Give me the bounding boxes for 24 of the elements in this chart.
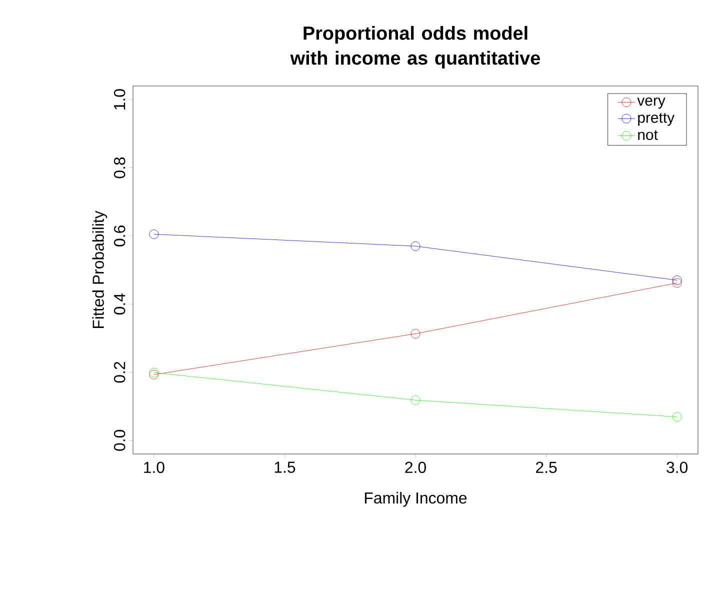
y-tick-label: 1.0	[114, 89, 126, 110]
point	[672, 412, 682, 422]
x-tick-label: 1.5	[274, 462, 296, 473]
y-tick-label: 0.2	[114, 362, 126, 383]
y-tick-label: 0.0	[114, 430, 126, 451]
legend-label: not	[638, 130, 658, 140]
point	[410, 395, 420, 405]
y-tick-label: 0.4	[114, 293, 126, 315]
point	[410, 241, 420, 251]
point	[672, 278, 682, 288]
point	[672, 276, 682, 285]
point	[149, 230, 159, 239]
x-axis-title: Family Income	[364, 492, 467, 507]
x-tick-label: 3.0	[666, 462, 688, 474]
x-tick-label: 2.5	[536, 462, 557, 474]
x-tick-label: 2.0	[405, 462, 426, 474]
y-tick-label: 0.6	[114, 226, 126, 246]
y-tick-label: 0.8	[114, 157, 126, 178]
x-tick-label: 1.0	[144, 462, 164, 474]
legend-label: pretty	[638, 113, 675, 126]
chart-title: Proportional odds model with income as quantitative	[290, 26, 540, 68]
point	[410, 329, 420, 338]
y-axis-title: Fitted Probability	[92, 210, 108, 328]
legend-label: very	[637, 98, 666, 109]
